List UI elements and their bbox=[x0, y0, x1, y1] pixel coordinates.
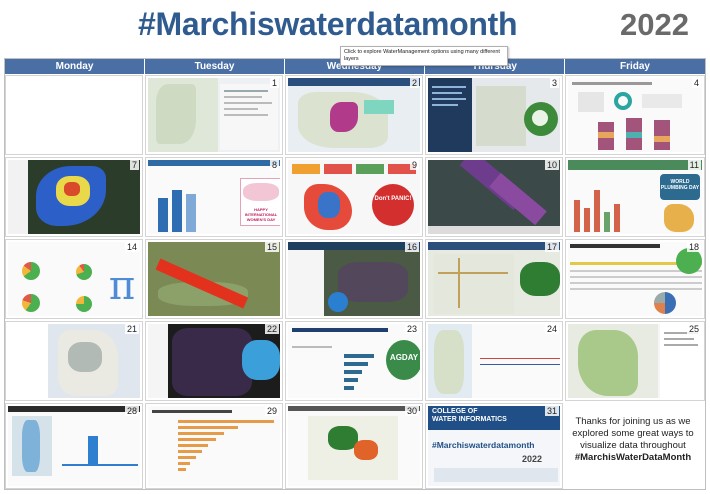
day-number: 9 bbox=[409, 160, 419, 170]
womens-day-text: INTERNATIONAL WOMEN'S DAY bbox=[244, 212, 278, 222]
day-number: 11 bbox=[687, 160, 701, 170]
dashboard-thumbnail: WORLD PLUMBING DAY bbox=[568, 160, 702, 234]
day-number: 10 bbox=[544, 160, 559, 170]
tooltip: Click to explore WaterManagement options… bbox=[340, 46, 508, 66]
day-number: 3 bbox=[549, 78, 559, 88]
closing-message: Thanks for joining us as we explored som… bbox=[561, 404, 705, 486]
satellite-thumbnail bbox=[148, 242, 280, 316]
agday-badge: AGDAY bbox=[386, 340, 420, 380]
shamrock-icon bbox=[520, 262, 560, 296]
map-thumbnail bbox=[288, 406, 420, 486]
day-header-monday: Monday bbox=[5, 59, 144, 74]
chart-thumbnail bbox=[148, 406, 280, 486]
day-number: 23 bbox=[404, 324, 419, 334]
calendar-cell-day-2[interactable]: 2 bbox=[285, 75, 423, 155]
day-number: 2 bbox=[409, 78, 419, 88]
womens-day-top: HAPPY bbox=[254, 207, 268, 212]
calendar-cell-day-11[interactable]: WORLD PLUMBING DAY 11 bbox=[565, 157, 705, 237]
closing-text: Thanks for joining us as we explored som… bbox=[572, 416, 694, 451]
day-number: 14 bbox=[124, 242, 139, 252]
map-thumbnail bbox=[428, 160, 560, 234]
day-number: 22 bbox=[264, 324, 279, 334]
cell31-hashtag: #Marchiswaterdatamonth bbox=[432, 440, 535, 450]
chart-thumbnail bbox=[8, 406, 140, 486]
plumbing-day-text: WORLD PLUMBING DAY bbox=[660, 179, 700, 191]
calendar-cell-day-28[interactable]: 28 bbox=[5, 403, 143, 489]
day-number: 17 bbox=[544, 242, 559, 252]
day-number: 16 bbox=[404, 242, 419, 252]
calendar-cell-day-31[interactable]: COLLEGE OF WATER INFORMATICS #Marchiswat… bbox=[425, 403, 563, 489]
calendar-cell-day-18[interactable]: 18 bbox=[565, 239, 705, 319]
college-line-1: COLLEGE OF bbox=[432, 408, 478, 415]
calendar-cell-day-1[interactable]: 1 bbox=[145, 75, 283, 155]
water-day-icon bbox=[242, 340, 280, 380]
map-thumbnail bbox=[148, 324, 280, 398]
dashboard-thumbnail bbox=[568, 78, 702, 152]
calendar-cell-day-23[interactable]: AGDAY 23 bbox=[285, 321, 423, 401]
agday-text: AGDAY bbox=[389, 353, 419, 362]
cell31-year: 2022 bbox=[522, 454, 543, 464]
day-number: 8 bbox=[269, 160, 279, 170]
map-thumbnail bbox=[288, 242, 420, 316]
map-thumbnail bbox=[428, 242, 560, 316]
recycle-icon bbox=[676, 248, 702, 274]
pi-symbol: π bbox=[108, 263, 136, 309]
map-thumbnail bbox=[568, 324, 702, 398]
chart-thumbnail bbox=[428, 324, 560, 398]
day-number: 30 bbox=[404, 406, 419, 416]
dashboard-thumbnail: AGDAY bbox=[288, 324, 420, 398]
calendar-cell-day-29[interactable]: 29 bbox=[145, 403, 283, 489]
map-thumbnail bbox=[288, 78, 420, 152]
dashboard-thumbnail: HAPPY INTERNATIONAL WOMEN'S DAY bbox=[148, 160, 280, 234]
day-number: 15 bbox=[264, 242, 279, 252]
calendar-cell-day-3[interactable]: 3 bbox=[425, 75, 563, 155]
day-number: 1 bbox=[269, 78, 279, 88]
day-number: 25 bbox=[686, 324, 701, 334]
dashboard-thumbnail: π bbox=[8, 242, 140, 316]
day-number: 21 bbox=[124, 324, 139, 334]
table-thumbnail bbox=[568, 242, 702, 316]
day-header-friday: Friday bbox=[565, 59, 705, 74]
day-number: 7 bbox=[129, 160, 139, 170]
page-header: #Marchiswaterdatamonth 2022 bbox=[0, 0, 710, 56]
college-line-2: WATER INFORMATICS bbox=[432, 416, 507, 423]
logo-thumbnail: COLLEGE OF WATER INFORMATICS #Marchiswat… bbox=[428, 406, 560, 486]
map-thumbnail bbox=[8, 160, 140, 234]
day-number: 29 bbox=[264, 406, 279, 416]
calendar-cell-day-25[interactable]: 25 bbox=[565, 321, 705, 401]
dashboard-thumbnail: Don't PANIC! bbox=[288, 160, 420, 234]
day-number: 24 bbox=[544, 324, 559, 334]
page-title: #Marchiswaterdatamonth bbox=[138, 6, 518, 42]
map-thumbnail bbox=[148, 78, 280, 152]
day-number: 4 bbox=[691, 78, 701, 88]
calendar-cell-day-14[interactable]: π 14 bbox=[5, 239, 143, 319]
calendar-grid: Monday Tuesday Wednesday Thursday Friday… bbox=[4, 58, 706, 490]
calendar-cell-day-4[interactable]: 4 bbox=[565, 75, 705, 155]
map-thumbnail bbox=[8, 324, 140, 398]
day-number: 18 bbox=[686, 242, 701, 252]
day-number: 28 bbox=[124, 406, 139, 416]
calendar-cell-day-22[interactable]: 22 bbox=[145, 321, 283, 401]
page-year: 2022 bbox=[620, 7, 689, 42]
dont-panic-text: Don't PANIC! bbox=[374, 196, 412, 202]
calendar-cell-empty bbox=[5, 75, 143, 155]
womens-day-badge: HAPPY INTERNATIONAL WOMEN'S DAY bbox=[240, 178, 280, 226]
calendar-cell-day-9[interactable]: Don't PANIC! 9 bbox=[285, 157, 423, 237]
closing-hashtag: #MarchisWaterDataMonth bbox=[574, 452, 692, 463]
calendar-cell-day-21[interactable]: 21 bbox=[5, 321, 143, 401]
day-header-tuesday: Tuesday bbox=[145, 59, 284, 74]
map-thumbnail bbox=[428, 78, 560, 152]
calendar-cell-day-30[interactable]: 30 bbox=[285, 403, 423, 489]
day-number: 31 bbox=[544, 406, 559, 416]
dont-panic-badge: Don't PANIC! bbox=[372, 184, 414, 226]
calendar-cell-day-24[interactable]: 24 bbox=[425, 321, 563, 401]
calendar-cell-day-7[interactable]: 7 bbox=[5, 157, 143, 237]
calendar-cell-day-15[interactable]: 15 bbox=[145, 239, 283, 319]
calendar-cell-day-10[interactable]: 10 bbox=[425, 157, 563, 237]
calendar-cell-day-8[interactable]: HAPPY INTERNATIONAL WOMEN'S DAY 8 bbox=[145, 157, 283, 237]
plumbing-day-badge: WORLD PLUMBING DAY bbox=[660, 174, 700, 200]
calendar-cell-day-17[interactable]: 17 bbox=[425, 239, 563, 319]
calendar-cell-day-16[interactable]: 16 bbox=[285, 239, 423, 319]
